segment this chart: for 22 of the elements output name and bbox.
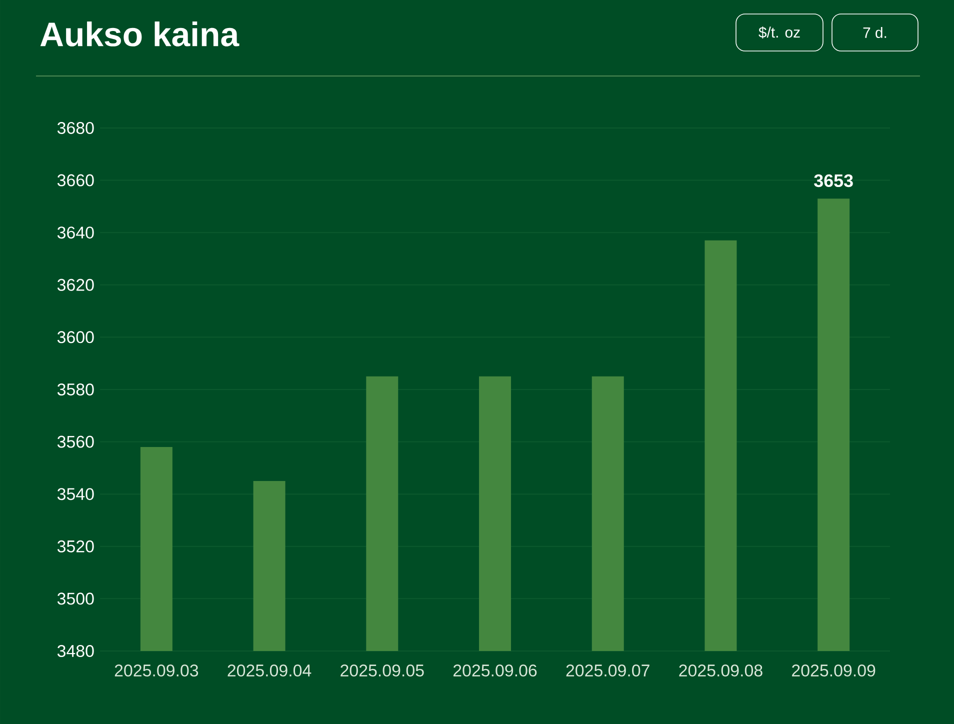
x-tick-label: 2025.09.09: [792, 664, 876, 676]
x-tick-label: 2025.09.05: [340, 664, 424, 676]
y-tick-label: 3560: [57, 436, 94, 448]
y-tick-label: 3480: [57, 644, 94, 657]
text: $/t. oz: [758, 26, 800, 39]
x-tick-label: 2025.09.08: [679, 664, 762, 676]
y-tick-label: 3660: [57, 174, 94, 186]
chart-title: Aukso kaina: [40, 22, 240, 46]
y-tick-label: 3540: [57, 488, 94, 500]
x-tick-label: 2025.09.07: [566, 664, 650, 676]
y-tick-label: 3600: [57, 331, 94, 344]
x-tick-label: 2025.09.06: [453, 664, 537, 676]
y-tick-label: 3680: [57, 122, 94, 134]
y-tick-label: 3640: [57, 226, 94, 239]
y-tick-label: 3500: [57, 592, 94, 605]
y-tick-label: 3580: [57, 383, 94, 396]
y-tick-label: 3620: [57, 278, 94, 291]
data-label: 3653: [814, 174, 853, 188]
x-tick-label: 2025.09.04: [228, 664, 312, 676]
text: 7 d.: [863, 27, 886, 38]
y-tick-label: 3520: [57, 540, 94, 552]
x-tick-label: 2025.09.03: [114, 664, 198, 676]
